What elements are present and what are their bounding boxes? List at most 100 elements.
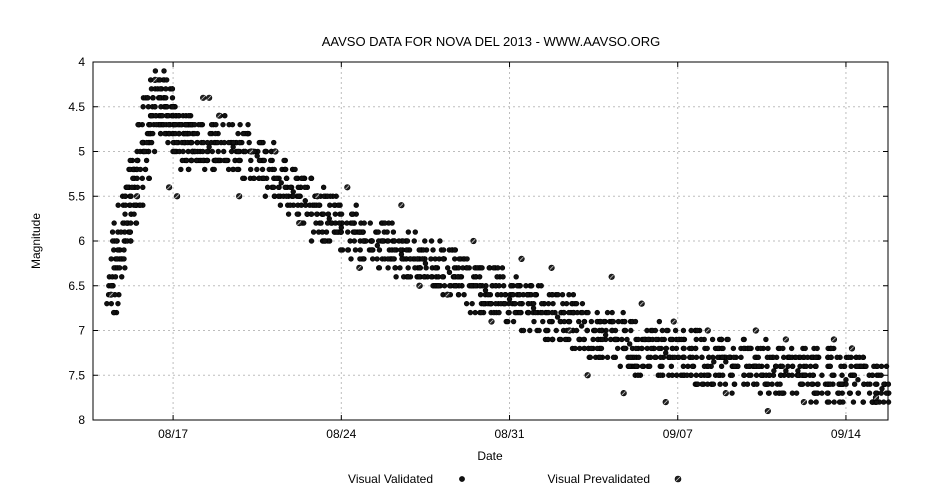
point-visual-validated bbox=[254, 166, 260, 173]
point-visual-validated bbox=[566, 292, 572, 298]
point-visual-validated bbox=[579, 309, 586, 316]
point-visual-validated bbox=[441, 283, 448, 289]
point-visual-validated bbox=[452, 256, 458, 262]
point-visual-prevalidated bbox=[398, 202, 405, 209]
point-visual-validated bbox=[807, 363, 814, 369]
point-visual-validated bbox=[270, 184, 277, 191]
point-visual-validated bbox=[282, 184, 288, 191]
point-visual-validated bbox=[338, 211, 345, 217]
point-visual-validated bbox=[228, 148, 235, 155]
point-visual-validated bbox=[609, 327, 615, 334]
point-visual-validated bbox=[669, 372, 676, 378]
point-visual-validated bbox=[479, 265, 485, 271]
point-visual-validated bbox=[128, 193, 134, 199]
point-visual-validated bbox=[482, 287, 489, 293]
point-visual-validated bbox=[508, 283, 514, 289]
point-visual-validated bbox=[579, 300, 586, 307]
point-visual-validated bbox=[536, 327, 542, 334]
point-visual-prevalidated bbox=[872, 394, 880, 401]
point-visual-validated bbox=[146, 175, 152, 182]
point-visual-validated bbox=[193, 157, 200, 164]
point-visual-validated bbox=[135, 121, 141, 128]
point-visual-validated bbox=[744, 381, 751, 387]
point-visual-validated bbox=[447, 283, 453, 289]
point-visual-validated bbox=[779, 390, 785, 396]
point-visual-validated bbox=[152, 112, 159, 119]
point-visual-validated bbox=[338, 247, 344, 253]
y-tick-labels: 4 4.5 5 5.5 6 6.5 7 7.5 8 bbox=[68, 55, 85, 427]
point-visual-validated bbox=[376, 247, 383, 253]
point-visual-validated bbox=[769, 381, 775, 387]
point-visual-prevalidated bbox=[133, 193, 141, 200]
point-visual-prevalidated bbox=[848, 345, 856, 352]
point-visual-validated bbox=[163, 77, 170, 83]
point-visual-validated bbox=[204, 139, 211, 146]
point-visual-validated bbox=[829, 372, 835, 378]
point-visual-validated bbox=[313, 211, 320, 217]
point-visual-validated bbox=[390, 229, 397, 235]
point-visual-validated bbox=[566, 318, 572, 325]
point-visual-validated bbox=[111, 220, 117, 226]
point-visual-validated bbox=[456, 256, 462, 262]
point-visual-validated bbox=[549, 309, 555, 316]
point-visual-validated bbox=[720, 372, 726, 378]
point-visual-validated bbox=[885, 399, 892, 405]
point-visual-validated bbox=[428, 274, 435, 280]
point-visual-validated bbox=[765, 345, 771, 352]
point-visual-validated bbox=[183, 157, 190, 164]
point-visual-validated bbox=[109, 229, 116, 235]
point-visual-validated bbox=[766, 372, 773, 378]
point-visual-validated bbox=[360, 238, 367, 244]
point-visual-validated bbox=[693, 354, 700, 361]
point-visual-validated bbox=[293, 175, 299, 182]
point-visual-validated bbox=[361, 220, 367, 226]
point-visual-validated bbox=[148, 139, 155, 146]
point-visual-validated bbox=[609, 309, 615, 316]
point-visual-validated bbox=[861, 381, 867, 387]
point-visual-prevalidated bbox=[174, 193, 181, 200]
point-visual-validated bbox=[404, 238, 411, 244]
point-visual-validated bbox=[385, 256, 391, 262]
point-visual-validated bbox=[108, 283, 115, 289]
point-visual-validated bbox=[695, 381, 701, 387]
point-visual-validated bbox=[121, 247, 127, 253]
point-visual-validated bbox=[626, 341, 633, 347]
point-visual-prevalidated bbox=[566, 327, 573, 334]
point-visual-validated bbox=[824, 390, 831, 396]
point-visual-validated bbox=[725, 336, 731, 343]
point-visual-validated bbox=[437, 238, 443, 244]
point-visual-validated bbox=[729, 372, 735, 378]
point-visual-validated bbox=[251, 175, 257, 182]
point-visual-validated bbox=[550, 300, 556, 307]
point-visual-validated bbox=[385, 265, 391, 271]
point-visual-validated bbox=[455, 274, 461, 280]
point-visual-validated bbox=[283, 193, 290, 199]
point-visual-validated bbox=[175, 112, 182, 119]
point-visual-validated bbox=[143, 157, 150, 164]
point-visual-validated bbox=[338, 224, 345, 231]
point-visual-validated bbox=[353, 202, 359, 208]
point-visual-validated bbox=[785, 372, 792, 378]
y-tick-label: 5 bbox=[78, 145, 85, 159]
point-visual-prevalidated bbox=[314, 193, 321, 200]
point-visual-prevalidated bbox=[151, 76, 159, 83]
point-visual-validated bbox=[612, 336, 619, 343]
point-visual-validated bbox=[578, 323, 585, 329]
point-visual-validated bbox=[538, 300, 545, 307]
point-visual-validated bbox=[566, 309, 572, 316]
point-visual-validated bbox=[271, 139, 277, 146]
point-visual-validated bbox=[527, 327, 533, 334]
point-visual-validated bbox=[129, 184, 135, 191]
point-visual-validated bbox=[112, 274, 119, 280]
point-visual-validated bbox=[261, 157, 267, 164]
point-visual-validated bbox=[860, 399, 867, 405]
point-visual-validated bbox=[403, 247, 410, 253]
point-visual-validated bbox=[663, 345, 669, 352]
point-visual-validated bbox=[398, 251, 405, 258]
point-visual-validated bbox=[159, 112, 166, 119]
point-visual-validated bbox=[819, 390, 825, 396]
point-visual-validated bbox=[113, 238, 120, 244]
point-visual-validated bbox=[599, 336, 606, 343]
point-visual-validated bbox=[881, 399, 887, 405]
